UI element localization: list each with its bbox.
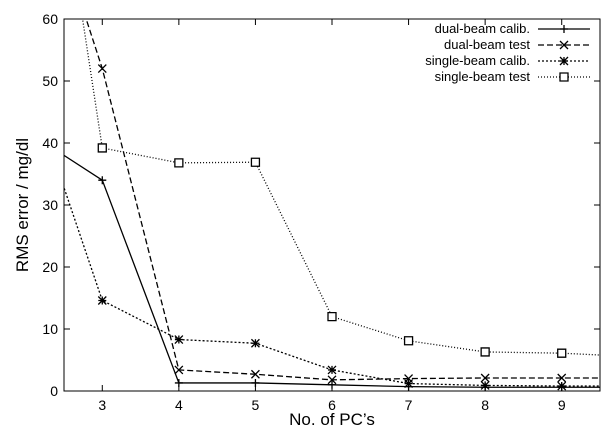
series-line xyxy=(64,185,600,387)
y-tick-label: 30 xyxy=(42,197,58,213)
marker xyxy=(557,373,567,383)
x-tick-label: 9 xyxy=(558,397,566,413)
marker xyxy=(22,127,30,135)
x-tick-label: 4 xyxy=(175,397,183,413)
legend-label: dual-beam test xyxy=(444,37,530,52)
y-axis-label: RMS error / mg/dl xyxy=(13,138,32,272)
y-tick-label: 60 xyxy=(42,11,58,27)
y-tick-label: 40 xyxy=(42,135,58,151)
legend-label: single-beam calib. xyxy=(425,53,530,68)
marker xyxy=(404,379,414,389)
marker xyxy=(250,157,261,167)
series-line xyxy=(64,154,600,388)
marker xyxy=(97,143,107,153)
legend-label: single-beam test xyxy=(435,69,531,84)
marker xyxy=(97,296,107,305)
y-tick-label: 20 xyxy=(42,259,58,275)
marker xyxy=(327,311,337,322)
marker xyxy=(480,347,490,357)
marker xyxy=(174,158,184,168)
marker xyxy=(174,365,184,375)
marker xyxy=(557,348,567,358)
y-tick-label: 10 xyxy=(42,321,58,337)
x-tick-label: 7 xyxy=(405,397,413,413)
marker xyxy=(98,176,107,185)
x-axis-label: No. of PC’s xyxy=(289,410,375,429)
marker xyxy=(250,338,260,348)
x-tick-label: 8 xyxy=(481,397,489,413)
marker xyxy=(559,72,569,82)
x-tick-label: 5 xyxy=(252,397,260,413)
marker xyxy=(97,64,107,74)
marker xyxy=(22,71,30,79)
y-tick-label: 0 xyxy=(50,383,58,399)
marker xyxy=(560,25,568,33)
marker xyxy=(327,375,337,385)
x-tick-label: 3 xyxy=(98,397,106,413)
y-tick-label: 50 xyxy=(42,73,58,89)
marker xyxy=(327,365,337,375)
x-tick-label: 6 xyxy=(328,397,336,413)
marker xyxy=(559,40,569,50)
marker xyxy=(480,373,490,383)
marker xyxy=(559,56,569,66)
marker xyxy=(174,335,184,344)
marker xyxy=(403,336,414,346)
legend-label: dual-beam calib. xyxy=(435,21,530,36)
marker xyxy=(250,369,260,379)
